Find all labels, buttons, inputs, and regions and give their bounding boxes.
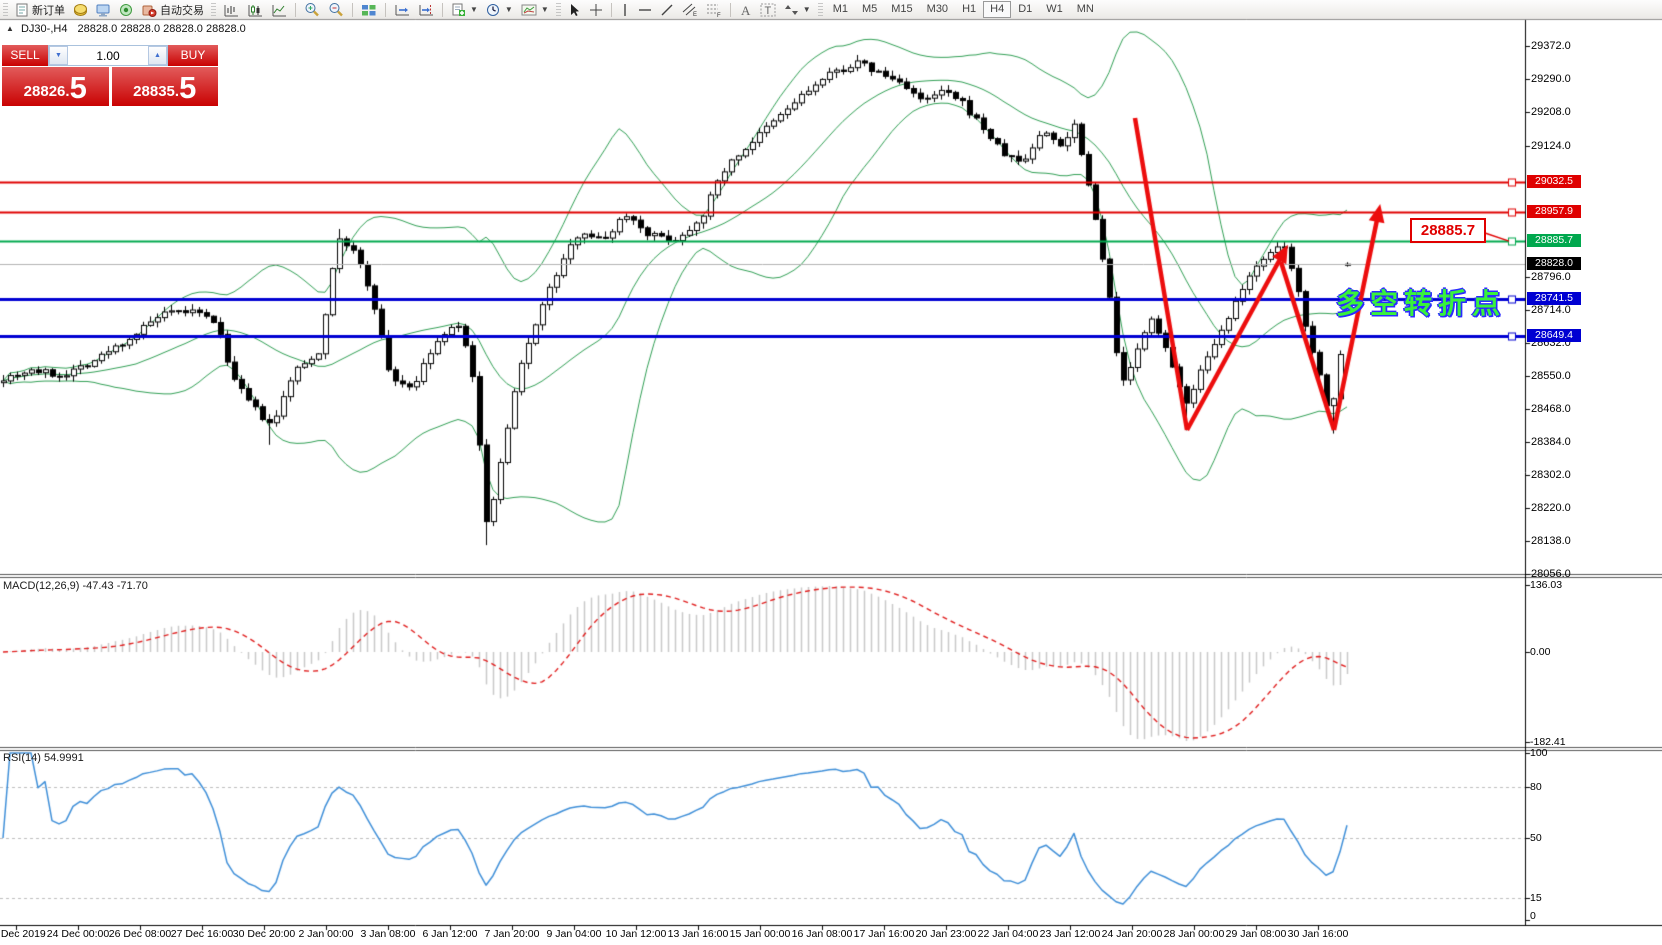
axis-label: -182.41 (1530, 736, 1566, 748)
buy-button[interactable]: BUY (168, 45, 218, 66)
price-level-chip: 29032.5 (1527, 175, 1581, 189)
time-axis-label: 3 Jan 08:00 (360, 928, 416, 940)
chart-title: ▲ DJ30-,H4 28828.0 28828.0 28828.0 28828… (6, 23, 246, 35)
rsi-indicator-label: RSI(14) 54.9991 (3, 752, 84, 764)
axis-label: 28302.0 (1531, 469, 1571, 482)
ohlc-values: 28828.0 28828.0 28828.0 28828.0 (77, 23, 246, 35)
axis-label: 29290.0 (1531, 72, 1571, 85)
volume-spinner: ▼ ▲ (48, 45, 168, 66)
axis-label: 28550.0 (1531, 369, 1571, 382)
axis-label: 28138.0 (1531, 535, 1571, 548)
axis-label: 15 (1530, 891, 1542, 904)
price-level-chip: 28741.5 (1527, 291, 1581, 305)
time-axis-label: 10 Jan 12:00 (605, 928, 667, 940)
time-axis-label: 26 Dec 08:00 (108, 928, 172, 940)
macd-indicator-label: MACD(12,26,9) -47.43 -71.70 (3, 580, 148, 592)
price-level-chip: 28957.9 (1527, 205, 1581, 219)
sell-price-big-digit: 5 (69, 70, 87, 105)
axis-label: 28714.0 (1531, 304, 1571, 316)
axis-label: 0.00 (1530, 646, 1551, 658)
time-axis-label: 17 Jan 16:00 (853, 928, 915, 940)
time-axis-label: 20 Dec 2019 (0, 928, 46, 940)
time-axis-label: 23 Jan 12:00 (1039, 928, 1101, 940)
buy-price-big-digit: 5 (179, 70, 197, 105)
axis-label: 28796.0 (1531, 271, 1571, 284)
time-axis-label: 24 Jan 20:00 (1101, 928, 1163, 940)
one-click-trading-panel: SELL ▼ ▲ BUY 28826.5 28835.5 (2, 45, 218, 107)
time-axis-label: 22 Jan 04:00 (977, 928, 1039, 940)
axis-label: 136.03 (1530, 578, 1563, 591)
sell-price[interactable]: 28826. 5 (2, 67, 109, 106)
time-axis-label: 2 Jan 00:00 (298, 928, 354, 940)
time-axis-label: 27 Dec 16:00 (170, 928, 234, 940)
axis-label: 28056.0 (1531, 568, 1571, 580)
axis-label: 100 (1530, 747, 1548, 759)
time-axis-label: 30 Jan 16:00 (1287, 928, 1349, 940)
time-axis-label: 15 Jan 00:00 (729, 928, 791, 940)
price-level-chip: 28885.7 (1527, 234, 1581, 248)
time-axis-label: 30 Dec 20:00 (232, 928, 296, 940)
time-axis-label: 13 Jan 16:00 (667, 928, 729, 940)
axis-label: 50 (1530, 832, 1542, 844)
time-axis-label: 28 Jan 00:00 (1163, 928, 1225, 940)
time-axis-label: 29 Jan 08:00 (1225, 928, 1287, 940)
axis-label: 29124.0 (1531, 139, 1571, 152)
price-level-chip: 28649.4 (1527, 328, 1581, 342)
chinese-annotation[interactable]: 多空转折点 (1336, 288, 1507, 319)
axis-label: 28468.0 (1531, 402, 1571, 415)
time-axis-label: 6 Jan 12:00 (422, 928, 478, 940)
time-axis-label: 24 Dec 00:00 (46, 928, 110, 940)
price-callout-box[interactable]: 28885.7 (1410, 218, 1486, 243)
axis-label: 0 (1530, 910, 1536, 922)
volume-increment-button[interactable]: ▲ (148, 46, 167, 65)
axis-label: 29208.0 (1531, 105, 1571, 118)
time-axis-label: 9 Jan 04:00 (546, 928, 602, 940)
axis-label: 28220.0 (1531, 502, 1571, 515)
sell-button[interactable]: SELL (2, 45, 48, 66)
window-arrow-icon: ▲ (6, 24, 14, 33)
time-axis-label: 7 Jan 20:00 (484, 928, 540, 940)
volume-input[interactable] (68, 46, 148, 65)
buy-price-main: 28835. (133, 83, 180, 100)
time-axis-label: 20 Jan 23:00 (915, 928, 977, 940)
axis-label: 28384.0 (1531, 436, 1571, 449)
time-axis-label: 16 Jan 08:00 (791, 928, 853, 940)
symbol-period-label: DJ30-,H4 (20, 23, 68, 35)
volume-decrement-button[interactable]: ▼ (49, 46, 68, 65)
buy-price[interactable]: 28835. 5 (111, 67, 218, 106)
axis-label: 29372.0 (1531, 40, 1571, 52)
axis-label: 80 (1530, 781, 1542, 793)
sell-price-main: 28826. (23, 83, 70, 100)
current-price-chip: 28828.0 (1527, 257, 1581, 271)
